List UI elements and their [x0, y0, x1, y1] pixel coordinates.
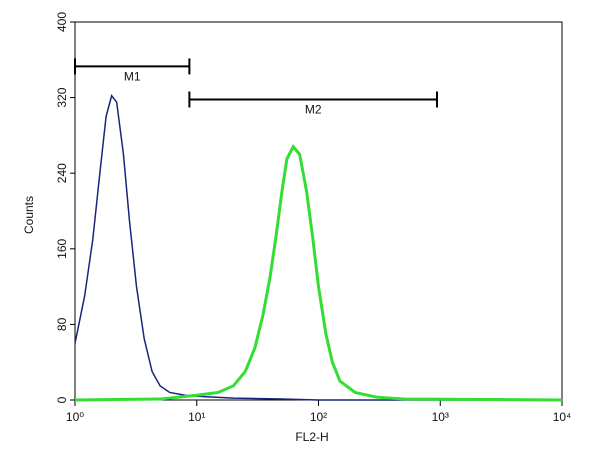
plot-frame — [74, 21, 563, 401]
x-axis-label: FL2-H — [295, 430, 328, 444]
y-tick-label: 320 — [55, 87, 69, 107]
y-tick-label: 80 — [55, 317, 69, 331]
gate-label: M1 — [124, 70, 141, 84]
histogram-line — [74, 144, 563, 402]
histogram-line — [74, 94, 562, 401]
x-tick-label: 10⁰ — [66, 410, 84, 424]
y-tick-label: 160 — [55, 238, 69, 258]
y-tick-label: 400 — [55, 12, 69, 32]
x-tick-label: 10⁴ — [553, 410, 572, 424]
x-tick-label: 10² — [310, 410, 327, 424]
gate-label: M2 — [305, 103, 322, 117]
x-tick-label: 10¹ — [188, 410, 205, 424]
y-tick-label: 240 — [55, 163, 69, 183]
y-axis-label: Counts — [22, 196, 36, 234]
x-tick-label: 10³ — [432, 410, 449, 424]
y-tick-label: 0 — [55, 396, 69, 403]
